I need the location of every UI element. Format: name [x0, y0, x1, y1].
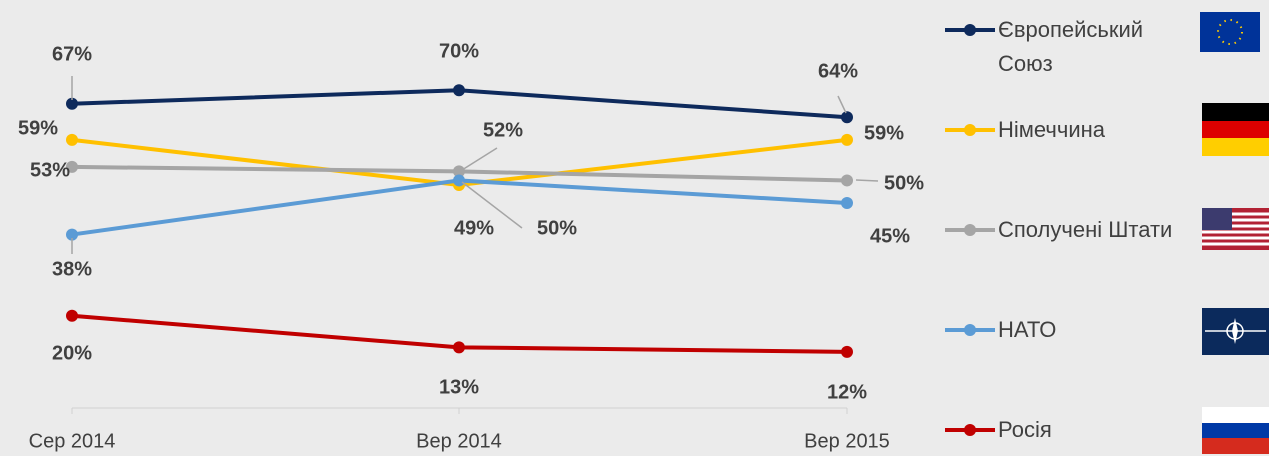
point [841, 111, 853, 124]
data-label: 12% [827, 381, 867, 403]
data-label: 70% [439, 40, 479, 62]
point [453, 341, 465, 354]
flag-nato [1202, 308, 1269, 355]
legend-label: НАТО [998, 317, 1057, 342]
data-label: 50% [537, 217, 577, 239]
flag-us [1202, 208, 1269, 250]
data-label: 45% [870, 225, 910, 247]
legend-marker [964, 24, 976, 36]
x-tick-label: Сер 2014 [29, 430, 116, 452]
data-label: 50% [884, 172, 924, 194]
legend-label: Сполучені Штати [998, 217, 1173, 242]
data-label: 59% [18, 117, 58, 139]
point [841, 197, 853, 209]
data-label: 49% [454, 217, 494, 239]
point [66, 133, 78, 146]
x-tick-label: Вер 2014 [416, 430, 502, 452]
point [841, 174, 853, 187]
point [66, 97, 78, 110]
data-label: 20% [52, 342, 92, 364]
legend-marker [964, 324, 976, 336]
data-label: 13% [439, 376, 479, 398]
data-label: 52% [483, 119, 523, 141]
data-label: 67% [52, 43, 92, 65]
point [453, 84, 465, 97]
flag-ru [1202, 407, 1269, 454]
legend-marker [964, 124, 976, 136]
legend-label: Європейський Союз [998, 17, 1144, 76]
leader-line [461, 147, 498, 171]
data-label: 38% [52, 258, 92, 280]
x-tick-label: Вер 2015 [804, 430, 890, 452]
data-label: 59% [864, 122, 904, 144]
data-label: 53% [30, 159, 70, 181]
legend-marker [964, 424, 976, 436]
flag-de [1202, 103, 1269, 156]
legend-label: Німеччина [998, 117, 1106, 142]
legend-label: Росія [998, 417, 1052, 442]
data-label: 64% [818, 60, 858, 82]
point [66, 309, 78, 322]
point [841, 345, 853, 358]
legend-marker [964, 224, 976, 236]
point [453, 174, 465, 187]
point [66, 228, 78, 241]
flag-eu [1200, 12, 1260, 52]
leader-line [461, 181, 523, 229]
point [453, 165, 465, 178]
point [841, 133, 853, 146]
leader-line [837, 95, 847, 114]
leader-line [855, 179, 879, 182]
point [66, 160, 78, 173]
